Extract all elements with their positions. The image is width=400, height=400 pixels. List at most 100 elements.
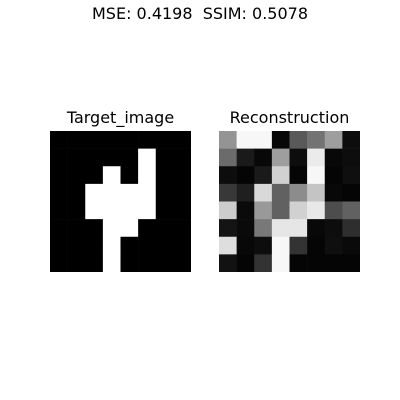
pixel-cell — [219, 148, 237, 167]
pixel-cell — [50, 131, 68, 149]
pixel-cell — [289, 219, 308, 238]
pixel-cell — [155, 236, 174, 255]
pixel-cell — [289, 254, 308, 272]
pixel-cell — [307, 201, 326, 220]
pixel-cell — [102, 148, 121, 167]
pixel-cell — [102, 131, 121, 149]
pixel-cell — [271, 219, 290, 238]
pixel-cell — [155, 254, 174, 272]
pixel-cell — [219, 236, 237, 255]
pixel-cell — [102, 219, 121, 238]
pixel-cell — [307, 166, 326, 185]
pixel-cell — [254, 148, 273, 167]
pixel-cell — [219, 183, 237, 202]
pixel-cell — [271, 131, 290, 149]
pixel-cell — [307, 183, 326, 202]
pixel-cell — [138, 254, 157, 272]
pixel-cell — [271, 166, 290, 185]
pixel-cell — [155, 131, 174, 149]
pixel-cell — [50, 219, 68, 238]
pixel-cell — [120, 148, 139, 167]
pixel-cell — [236, 219, 255, 238]
figure-title: MSE: 0.4198 SSIM: 0.5078 — [92, 4, 308, 23]
target-image-grid — [50, 131, 191, 272]
pixel-cell — [254, 183, 273, 202]
pixel-cell — [289, 201, 308, 220]
pixel-cell — [67, 236, 86, 255]
pixel-cell — [85, 166, 104, 185]
pixel-cell — [102, 201, 121, 220]
pixel-cell — [342, 131, 360, 149]
pixel-cell — [324, 254, 343, 272]
pixel-cell — [271, 148, 290, 167]
pixel-cell — [254, 166, 273, 185]
pixel-cell — [342, 201, 360, 220]
pixel-cell — [50, 236, 68, 255]
pixel-cell — [289, 166, 308, 185]
pixel-cell — [50, 254, 68, 272]
pixel-cell — [271, 254, 290, 272]
pixel-cell — [324, 166, 343, 185]
pixel-cell — [120, 166, 139, 185]
pixel-cell — [138, 148, 157, 167]
pixel-cell — [50, 148, 68, 167]
pixel-cell — [219, 166, 237, 185]
pixel-cell — [342, 236, 360, 255]
pixel-cell — [342, 183, 360, 202]
pixel-cell — [254, 201, 273, 220]
pixel-cell — [173, 131, 191, 149]
pixel-cell — [138, 219, 157, 238]
pixel-cell — [120, 183, 139, 202]
pixel-cell — [173, 183, 191, 202]
pixel-cell — [120, 131, 139, 149]
reconstruction-grid — [219, 131, 360, 272]
pixel-cell — [85, 254, 104, 272]
target-image-svg — [50, 131, 191, 272]
pixel-cell — [67, 131, 86, 149]
pixel-cell — [219, 219, 237, 238]
pixel-cell — [289, 236, 308, 255]
pixel-cell — [67, 148, 86, 167]
pixel-cell — [307, 148, 326, 167]
pixel-cell — [85, 219, 104, 238]
pixel-cell — [236, 183, 255, 202]
pixel-cell — [236, 236, 255, 255]
pixel-cell — [254, 236, 273, 255]
pixel-cell — [219, 201, 237, 220]
pixel-cell — [102, 166, 121, 185]
pixel-cell — [102, 254, 121, 272]
pixel-cell — [138, 183, 157, 202]
pixel-cell — [307, 236, 326, 255]
pixel-cell — [173, 166, 191, 185]
pixel-cell — [324, 236, 343, 255]
pixel-cell — [50, 201, 68, 220]
pixel-cell — [67, 201, 86, 220]
pixel-cell — [219, 254, 237, 272]
pixel-cell — [85, 131, 104, 149]
pixel-cell — [236, 148, 255, 167]
pixel-cell — [67, 219, 86, 238]
pixel-cell — [236, 201, 255, 220]
pixel-cell — [138, 236, 157, 255]
pixel-cell — [324, 201, 343, 220]
pixel-cell — [155, 166, 174, 185]
pixel-cell — [254, 131, 273, 149]
pixel-cell — [102, 236, 121, 255]
pixel-cell — [342, 254, 360, 272]
pixel-cell — [271, 236, 290, 255]
pixel-cell — [289, 148, 308, 167]
pixel-cell — [67, 254, 86, 272]
pixel-cell — [324, 219, 343, 238]
pixel-cell — [155, 219, 174, 238]
pixel-cell — [173, 201, 191, 220]
pixel-cell — [324, 183, 343, 202]
pixel-cell — [155, 148, 174, 167]
pixel-cell — [289, 183, 308, 202]
pixel-cell — [138, 131, 157, 149]
pixel-cell — [307, 131, 326, 149]
pixel-cell — [67, 183, 86, 202]
pixel-cell — [236, 166, 255, 185]
pixel-cell — [85, 236, 104, 255]
pixel-cell — [155, 201, 174, 220]
pixel-cell — [342, 166, 360, 185]
